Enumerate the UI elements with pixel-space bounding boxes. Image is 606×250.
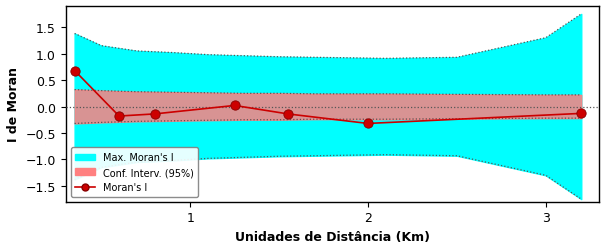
Point [363,122,373,126]
Point [576,112,586,116]
Point [114,114,124,118]
Y-axis label: I de Moran: I de Moran [7,67,20,142]
Point [150,112,159,116]
X-axis label: Unidades de Distância (Km): Unidades de Distância (Km) [235,230,430,243]
Point [283,112,293,116]
Point [70,69,79,73]
Point [230,104,239,108]
Legend: Max. Moran's I, Conf. Interv. (95%), Moran's I: Max. Moran's I, Conf. Interv. (95%), Mor… [70,148,198,197]
